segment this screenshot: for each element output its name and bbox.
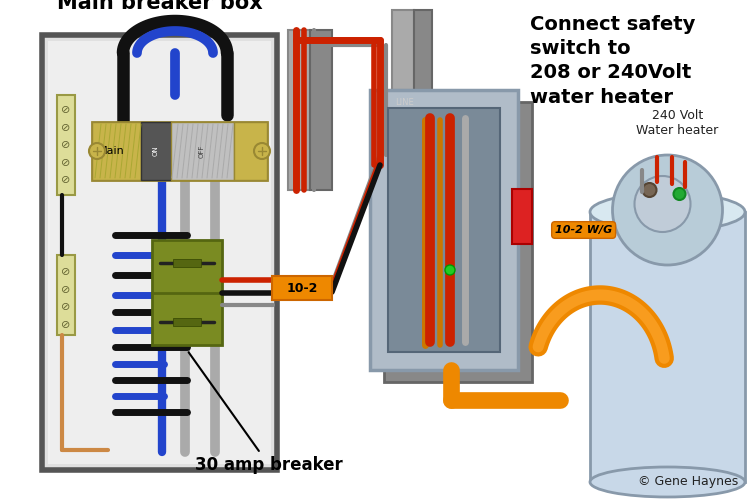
Bar <box>384 102 532 382</box>
Text: Connect safety
switch to
208 or 240Volt
water heater: Connect safety switch to 208 or 240Volt … <box>530 15 696 107</box>
Bar <box>57 95 75 195</box>
Text: 30 amp breaker: 30 amp breaker <box>188 352 343 474</box>
Ellipse shape <box>590 193 745 231</box>
Bar <box>233 122 267 180</box>
Ellipse shape <box>590 467 745 497</box>
Text: ⊘: ⊘ <box>61 285 71 295</box>
Bar <box>414 10 432 90</box>
Bar <box>370 90 518 370</box>
Text: © Gene Haynes: © Gene Haynes <box>638 475 738 488</box>
Text: 10-2 W/G: 10-2 W/G <box>555 225 613 235</box>
Text: Main breaker box: Main breaker box <box>57 0 263 13</box>
Bar <box>92 122 141 180</box>
Bar <box>141 122 171 180</box>
Text: 10-2: 10-2 <box>286 282 318 294</box>
Text: LINE: LINE <box>395 98 414 107</box>
Text: ⊘: ⊘ <box>61 158 71 168</box>
Bar <box>590 212 745 482</box>
Text: ⊘: ⊘ <box>61 175 71 185</box>
Bar <box>512 189 532 244</box>
Circle shape <box>673 188 685 200</box>
Bar <box>42 35 277 470</box>
Bar <box>272 276 332 300</box>
Circle shape <box>445 265 455 275</box>
Text: ⊘: ⊘ <box>61 105 71 115</box>
Bar <box>173 259 201 267</box>
Bar <box>392 10 414 90</box>
Bar <box>171 122 233 180</box>
Bar <box>92 122 267 180</box>
Circle shape <box>643 183 657 197</box>
Bar <box>388 108 500 352</box>
Bar <box>288 30 310 190</box>
Bar <box>57 255 75 335</box>
Text: OFF: OFF <box>198 144 204 158</box>
Text: ⊘: ⊘ <box>61 302 71 312</box>
Text: ⊘: ⊘ <box>61 320 71 330</box>
Text: Main: Main <box>98 146 125 156</box>
Text: 240 Volt
Water heater: 240 Volt Water heater <box>637 109 719 137</box>
Bar <box>310 30 332 190</box>
Circle shape <box>89 143 105 159</box>
Circle shape <box>634 176 690 232</box>
Bar <box>173 318 201 326</box>
Circle shape <box>613 155 723 265</box>
Text: ⊘: ⊘ <box>61 123 71 133</box>
Text: ON: ON <box>153 146 159 156</box>
Text: ⊘: ⊘ <box>61 267 71 277</box>
Text: ⊘: ⊘ <box>61 140 71 150</box>
Bar <box>48 41 271 464</box>
Bar <box>152 240 222 345</box>
Circle shape <box>254 143 270 159</box>
